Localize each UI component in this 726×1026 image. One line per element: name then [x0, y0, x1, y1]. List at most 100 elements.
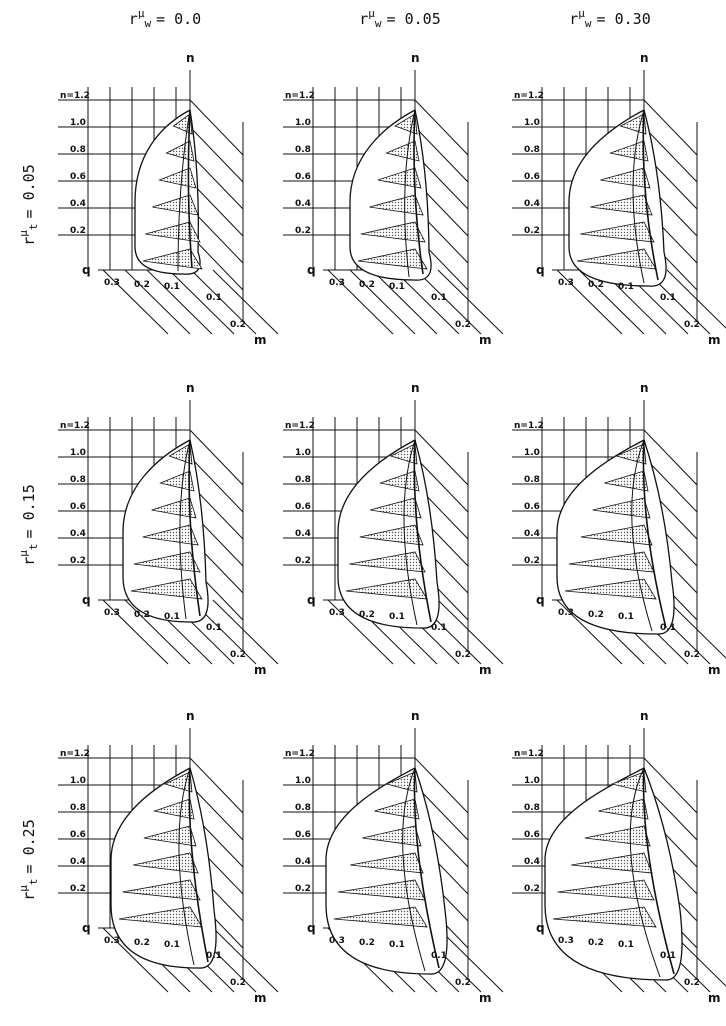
n-axis-label: n [186, 709, 195, 723]
n-level-label: 1.0 [70, 448, 86, 458]
floor-line [556, 599, 623, 665]
n-level-label: 0.2 [524, 556, 540, 566]
section-triangle [118, 906, 203, 928]
meridian [413, 109, 424, 275]
depth-line [189, 180, 244, 237]
n-axis-label: n [640, 381, 649, 395]
floor-line [556, 269, 623, 335]
m-tick-label: 0.1 [206, 951, 222, 961]
meridian [404, 109, 416, 278]
section-triangle [152, 798, 195, 820]
n-level-label: 0.2 [295, 226, 311, 236]
section-triangle [133, 852, 199, 874]
section-triangle [145, 221, 201, 243]
floor-line [371, 269, 438, 335]
n-level-label: n=1.2 [60, 421, 90, 431]
floor-line [102, 599, 169, 665]
meridian [402, 767, 426, 972]
floor-line [415, 269, 482, 335]
q-tick-label: 0.1 [164, 940, 180, 950]
n-level-label: 0.4 [295, 529, 311, 539]
meridian [629, 767, 661, 978]
q-tick-label: 0.1 [618, 940, 634, 950]
n-level-label: 0.6 [524, 172, 540, 182]
header-base: r [569, 10, 578, 28]
section-triangle [389, 443, 418, 465]
section-triangle [362, 825, 422, 847]
depth-line [414, 456, 469, 513]
q-tick-label: 0.2 [134, 280, 150, 290]
header-value: = 0.05 [387, 10, 441, 28]
n-level-label: 0.2 [524, 226, 540, 236]
panel: n n=1.2 1.0 0.8 0.6 0.4 0.2 q 0.3 0.2 0.1 0.1 0.2 m [512, 381, 726, 677]
q-axis-label: q [82, 263, 91, 277]
depth-line [189, 429, 244, 486]
n-level-label: 0.4 [70, 857, 86, 867]
section-triangle [610, 771, 647, 793]
m-tick-label: 0.2 [230, 650, 246, 660]
m-tick-label: 0.1 [431, 951, 447, 961]
header-sub: t [27, 543, 40, 550]
section-triangle [337, 879, 426, 901]
section-triangle [385, 140, 420, 162]
section-triangle [374, 798, 420, 820]
panel: n n=1.2 1.0 0.8 0.6 0.4 0.2 q 0.3 0.2 0.1 0.1 0.2 m [283, 381, 504, 677]
floor-line [212, 599, 279, 665]
column-header: rμw = 0.0 [129, 7, 201, 30]
m-tick-label: 0.1 [206, 623, 222, 633]
q-tick-label: 0.2 [359, 280, 375, 290]
n-level-label: 0.4 [524, 529, 540, 539]
panel: n n=1.2 1.0 0.8 0.6 0.4 0.2 q 0.3 0.2 0.1 0.1 0.2 m [512, 709, 726, 1005]
m-axis-label: m [708, 333, 721, 347]
header-sup: μ [368, 7, 375, 20]
m-tick-label: 0.1 [660, 293, 676, 303]
n-axis-label: n [640, 51, 649, 65]
q-axis-label: q [82, 593, 91, 607]
depth-line [189, 234, 244, 291]
header-base: r [20, 557, 38, 566]
n-axis-label: n [640, 709, 649, 723]
m-tick-label: 0.2 [455, 978, 471, 988]
n-level-label: 0.2 [70, 884, 86, 894]
n-level-label: 0.4 [524, 857, 540, 867]
q-tick-label: 0.3 [329, 608, 345, 618]
m-axis-label: m [708, 663, 721, 677]
q-axis-label: q [536, 593, 545, 607]
n-level-label: 0.2 [70, 226, 86, 236]
section-triangle [379, 470, 420, 492]
depth-line [643, 126, 698, 183]
floor-line [146, 269, 213, 335]
meridian [187, 109, 193, 269]
panel: n n=1.2 1.0 0.8 0.6 0.4 0.2 q 0.3 0.2 0.1 0.1 0.2 m [283, 51, 504, 347]
section-triangle [360, 221, 426, 243]
n-level-label: 1.0 [524, 776, 540, 786]
floor-line [578, 269, 645, 335]
m-tick-label: 0.2 [455, 650, 471, 660]
m-axis-label: m [254, 333, 267, 347]
depth-line [643, 99, 698, 156]
q-tick-label: 0.3 [104, 936, 120, 946]
n-axis-label: n [186, 381, 195, 395]
header-sup: μ [578, 7, 585, 20]
depth-line [414, 429, 469, 486]
floor-line [349, 269, 416, 335]
section-triangle [568, 551, 655, 573]
q-axis-label: q [82, 921, 91, 935]
meridian [413, 767, 440, 969]
depth-line [189, 99, 244, 156]
panel: n n=1.2 1.0 0.8 0.6 0.4 0.2 q 0.3 0.2 0.1 0.1 0.2 m [58, 381, 279, 677]
section-triangle [158, 167, 197, 189]
n-level-label: 0.8 [70, 475, 86, 485]
m-tick-label: 0.1 [660, 623, 676, 633]
n-level-label: 0.4 [295, 199, 311, 209]
depth-line [189, 784, 244, 841]
row-header: rμt = 0.25 [17, 819, 40, 900]
n-level-label: 1.0 [70, 118, 86, 128]
q-axis-label: q [307, 593, 316, 607]
section-triangle [590, 194, 653, 216]
header-base: r [359, 10, 368, 28]
floor-line [124, 269, 191, 335]
n-level-label: 1.0 [524, 448, 540, 458]
q-tick-label: 0.1 [618, 282, 634, 292]
header-sub: t [27, 878, 40, 885]
